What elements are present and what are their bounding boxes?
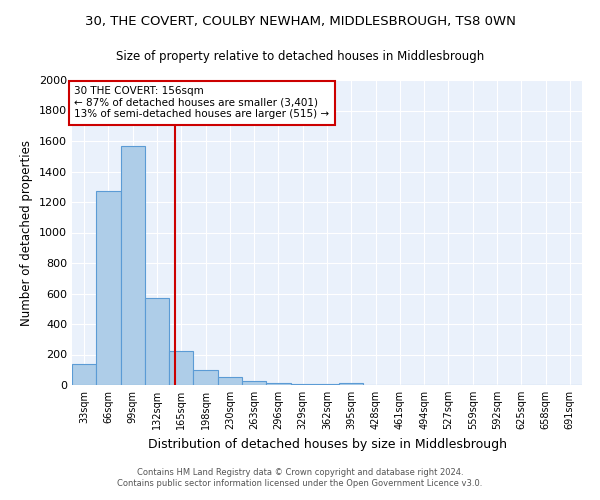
Bar: [266, 382, 290, 385]
Bar: [72, 364, 96, 385]
X-axis label: Distribution of detached houses by size in Middlesbrough: Distribution of detached houses by size …: [148, 438, 506, 450]
Bar: [193, 370, 218, 385]
Bar: [290, 384, 315, 385]
Bar: [339, 382, 364, 385]
Bar: [218, 376, 242, 385]
Bar: [121, 146, 145, 385]
Bar: [242, 381, 266, 385]
Text: Size of property relative to detached houses in Middlesbrough: Size of property relative to detached ho…: [116, 50, 484, 63]
Bar: [315, 384, 339, 385]
Text: 30 THE COVERT: 156sqm
← 87% of detached houses are smaller (3,401)
13% of semi-d: 30 THE COVERT: 156sqm ← 87% of detached …: [74, 86, 329, 120]
Bar: [96, 192, 121, 385]
Bar: [145, 298, 169, 385]
Y-axis label: Number of detached properties: Number of detached properties: [20, 140, 34, 326]
Text: Contains HM Land Registry data © Crown copyright and database right 2024.
Contai: Contains HM Land Registry data © Crown c…: [118, 468, 482, 487]
Bar: [169, 352, 193, 385]
Text: 30, THE COVERT, COULBY NEWHAM, MIDDLESBROUGH, TS8 0WN: 30, THE COVERT, COULBY NEWHAM, MIDDLESBR…: [85, 15, 515, 28]
